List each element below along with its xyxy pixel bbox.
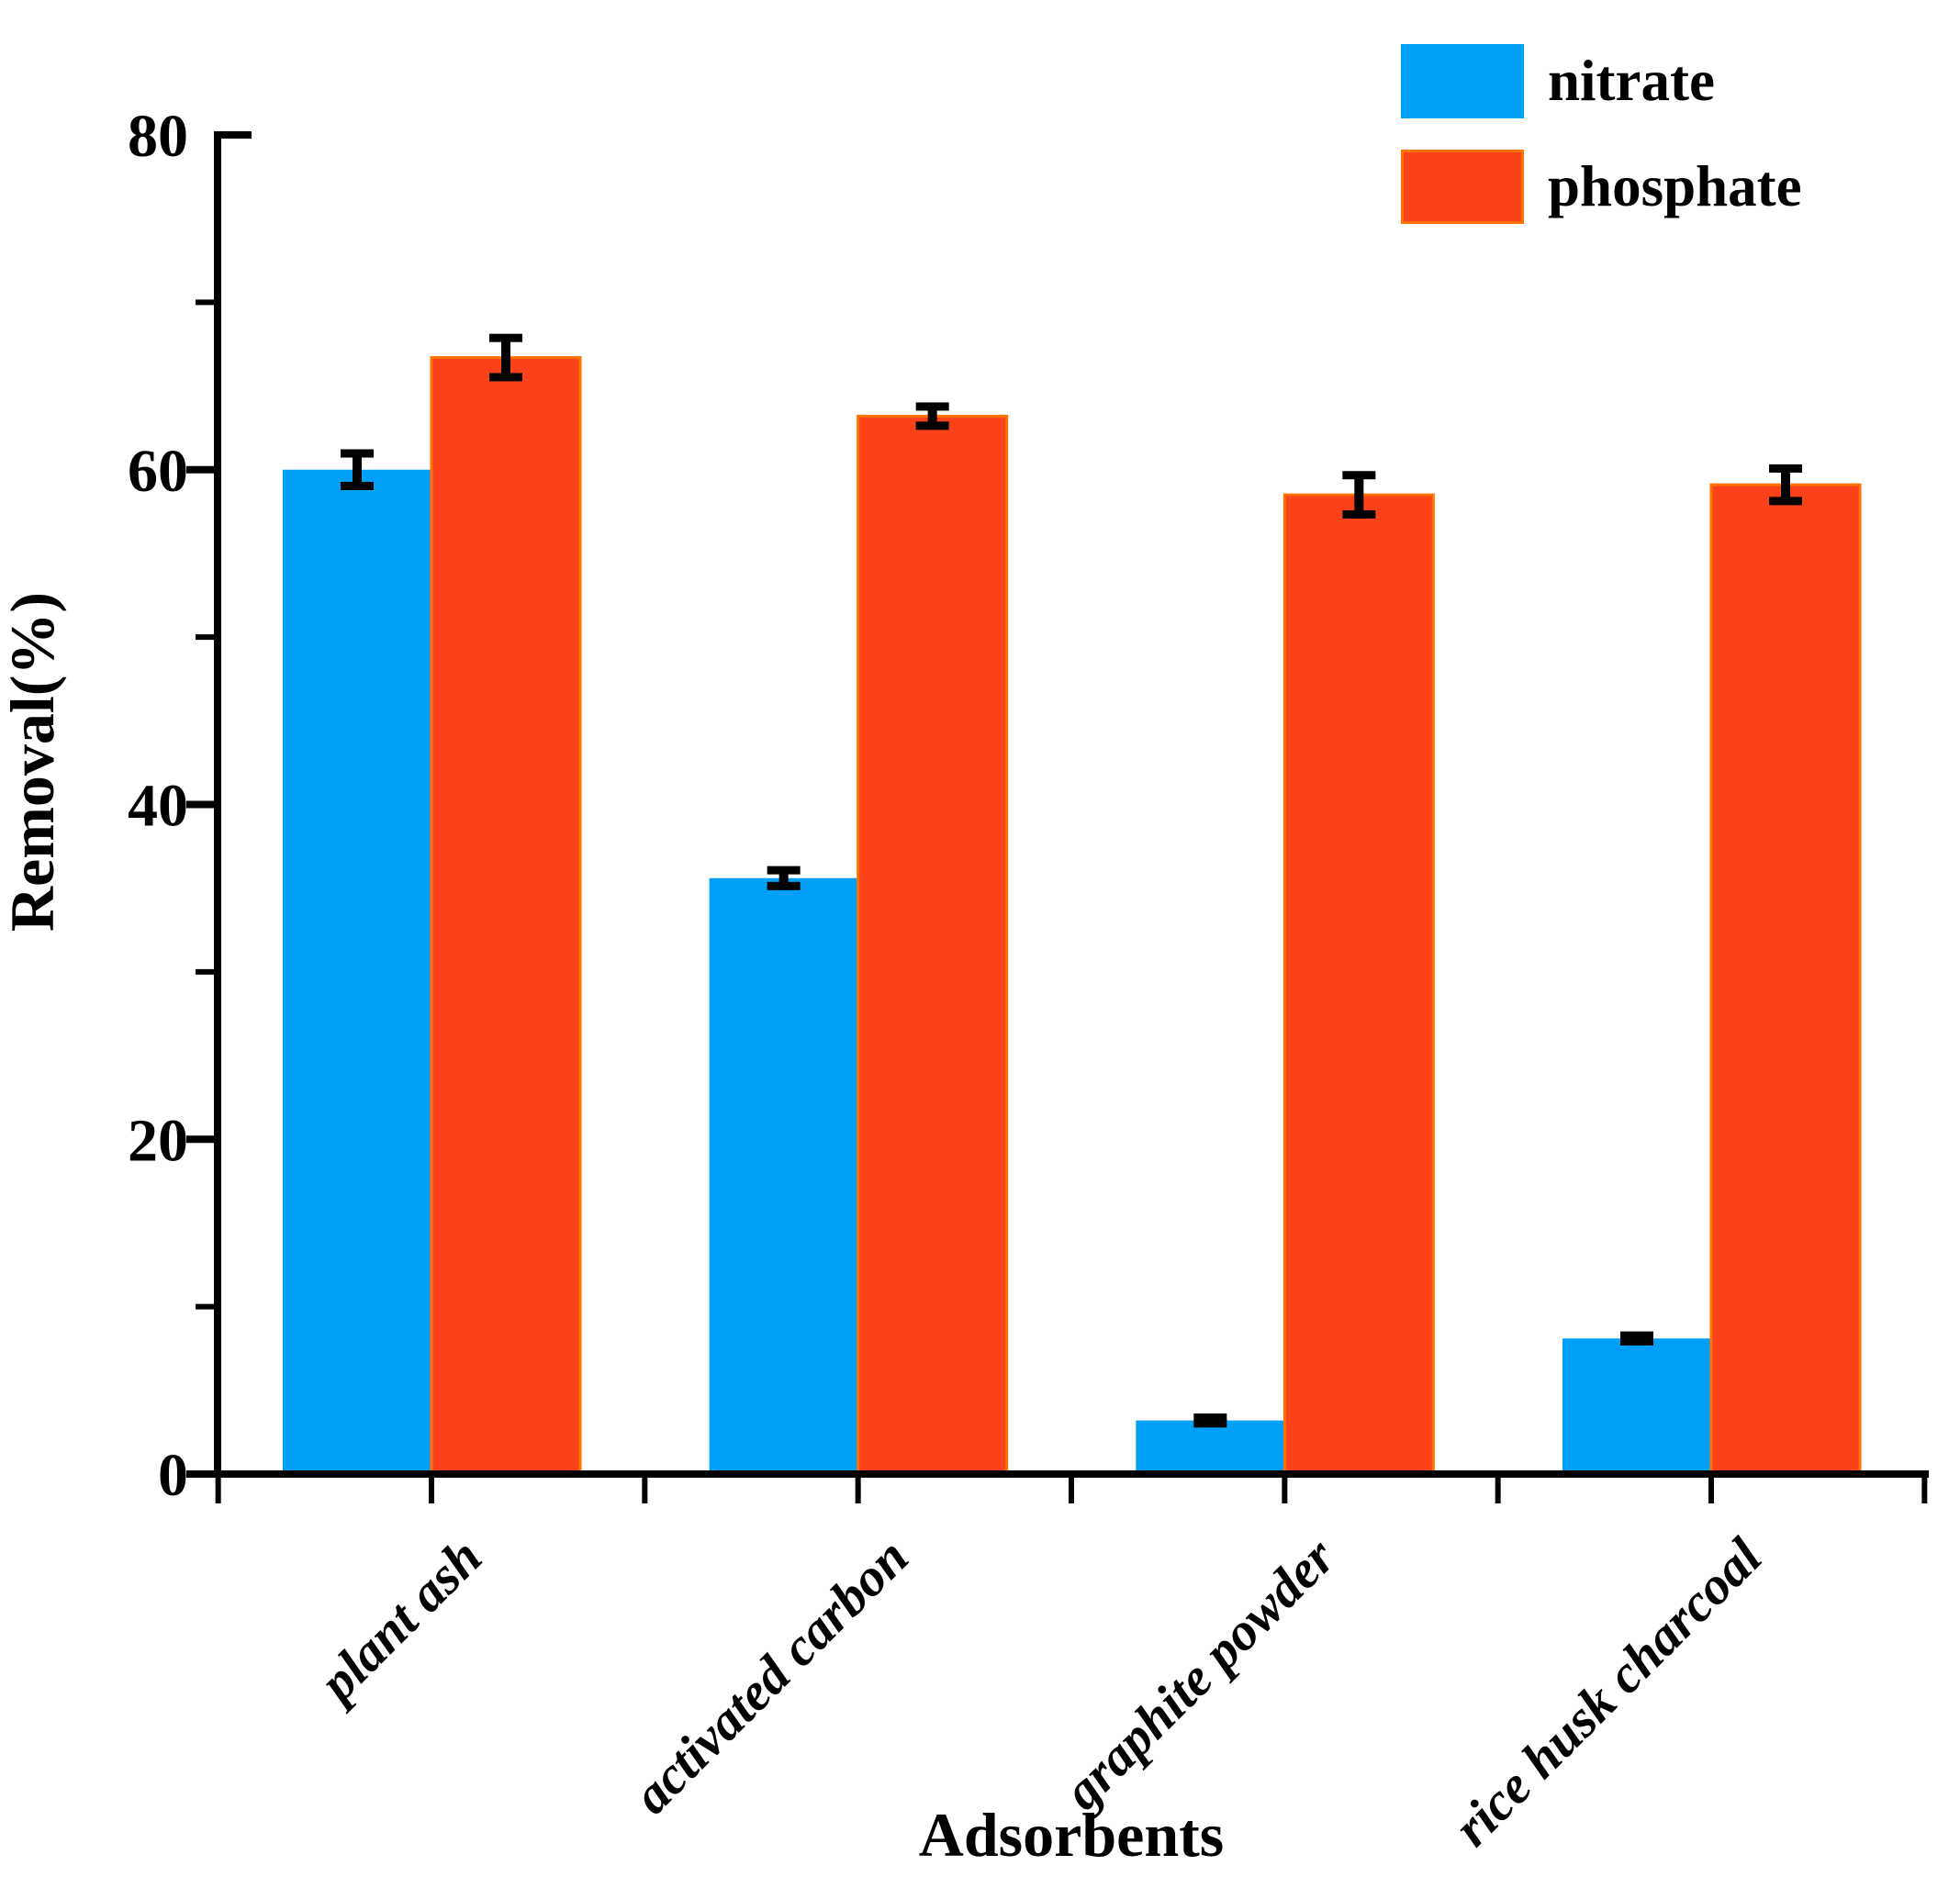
- error-bar-phosphate-plant-ash-cap-bottom: [489, 373, 522, 382]
- x-tick-8: [1921, 1478, 1928, 1503]
- x-tick-7: [1708, 1478, 1715, 1503]
- bar-phosphate-rice-husk-charcoal: [1709, 483, 1862, 1476]
- error-bar-phosphate-plant-ash-cap-top: [489, 333, 522, 342]
- error-bar-phosphate-graphite-powder: [1354, 475, 1364, 515]
- y-tick-top: [221, 131, 252, 139]
- y-major-tick-0: [186, 1470, 214, 1478]
- x-tick-5: [1282, 1478, 1288, 1503]
- error-bar-nitrate-activated-carbon-cap-bottom: [767, 881, 801, 890]
- error-bar-nitrate-graphite-powder-cap-top: [1193, 1413, 1227, 1422]
- y-major-tick-40: [186, 800, 214, 809]
- y-minor-tick-30: [196, 968, 214, 975]
- error-bar-nitrate-plant-ash: [353, 452, 362, 486]
- error-bar-phosphate-plant-ash: [501, 337, 510, 378]
- x-category-label-plant-ash: plant ash: [305, 1526, 494, 1715]
- error-bar-phosphate-rice-husk-charcoal-cap-top: [1769, 464, 1803, 473]
- y-minor-tick-10: [196, 1303, 214, 1310]
- x-tick-0: [215, 1478, 221, 1503]
- bars-group: [283, 356, 1862, 1476]
- bar-phosphate-graphite-powder: [1282, 493, 1435, 1476]
- y-tick-label-40: 40: [128, 773, 188, 840]
- y-tick-label-20: 20: [128, 1107, 188, 1174]
- bar-nitrate-graphite-powder: [1136, 1420, 1285, 1474]
- phosphate-label: phosphate: [1548, 154, 1802, 218]
- error-bar-phosphate-graphite-powder-cap-bottom: [1342, 509, 1376, 519]
- error-bar-nitrate-rice-husk-charcoal-cap-top: [1620, 1331, 1654, 1340]
- error-bar-phosphate-graphite-powder-cap-top: [1342, 471, 1376, 480]
- error-bars-group: [341, 333, 1803, 1428]
- x-tick-2: [642, 1478, 648, 1503]
- phosphate-swatch: [1401, 150, 1524, 224]
- error-bar-phosphate-activated-carbon-cap-top: [915, 402, 949, 411]
- bar-phosphate-activated-carbon: [857, 414, 1009, 1476]
- x-tick-1: [429, 1478, 434, 1503]
- bar-nitrate-activated-carbon: [709, 877, 858, 1474]
- y-minor-tick-50: [196, 634, 214, 641]
- error-bar-nitrate-graphite-powder-cap-bottom: [1193, 1419, 1227, 1428]
- bar-nitrate-plant-ash: [283, 469, 431, 1474]
- y-axis-line: [214, 131, 221, 1478]
- y-major-tick-60: [186, 465, 214, 474]
- error-bar-nitrate-rice-husk-charcoal-cap-bottom: [1620, 1336, 1654, 1346]
- error-bar-nitrate-plant-ash-cap-bottom: [341, 481, 374, 490]
- axes-group: [186, 131, 1929, 1503]
- y-tick-labels-group: 0 20 40 60 80: [128, 103, 188, 1509]
- bar-phosphate-plant-ash: [430, 356, 582, 1476]
- nitrate-label: nitrate: [1548, 49, 1715, 113]
- x-category-label-activated-carbon: activated carbon: [622, 1526, 920, 1825]
- x-axis-line: [214, 1470, 1929, 1478]
- error-bar-phosphate-rice-husk-charcoal-cap-bottom: [1769, 497, 1803, 506]
- x-category-label-rice-husk-charcoal: rice husk charcoal: [1442, 1526, 1774, 1858]
- y-tick-label-80: 80: [128, 103, 188, 170]
- error-bar-phosphate-rice-husk-charcoal: [1781, 467, 1791, 502]
- legend-item-nitrate: nitrate: [1401, 44, 1802, 118]
- error-bar-nitrate-activated-carbon: [778, 869, 789, 887]
- x-tick-4: [1069, 1478, 1075, 1503]
- legend: nitrate phosphate: [1401, 44, 1802, 255]
- x-tick-3: [855, 1478, 861, 1503]
- bar-nitrate-rice-husk-charcoal: [1562, 1338, 1712, 1474]
- y-axis-title: Removal(%): [0, 592, 67, 932]
- y-tick-label-60: 60: [128, 438, 188, 505]
- x-axis-title: Adsorbents: [919, 1800, 1225, 1870]
- nitrate-swatch: [1401, 44, 1524, 118]
- error-bar-phosphate-activated-carbon: [927, 406, 937, 427]
- y-major-tick-20: [186, 1135, 214, 1144]
- y-tick-label-0: 0: [158, 1442, 188, 1509]
- x-tick-6: [1495, 1478, 1501, 1503]
- error-bar-nitrate-plant-ash-cap-top: [341, 449, 374, 458]
- legend-item-phosphate: phosphate: [1401, 150, 1802, 224]
- y-minor-tick-70: [196, 299, 214, 306]
- x-category-label-graphite-powder: graphite powder: [1051, 1526, 1347, 1822]
- error-bar-nitrate-activated-carbon-cap-top: [767, 866, 801, 875]
- error-bar-phosphate-activated-carbon-cap-bottom: [915, 421, 949, 430]
